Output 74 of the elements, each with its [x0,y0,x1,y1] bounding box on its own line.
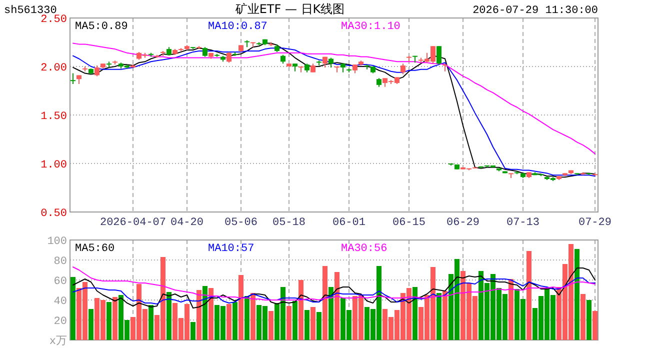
text: MA30:56 [341,243,388,255]
bar [436,293,442,340]
text: MA5:0.89 [75,21,128,33]
line-series [72,278,596,304]
x-tick-label: 07-29 [578,217,612,229]
x-tick-label: 04-20 [170,217,204,229]
bar [148,305,154,340]
y-tick-label: 2.00 [40,62,67,74]
bar [208,288,214,340]
bar [310,307,316,340]
candlestick [202,46,208,58]
series-label: MA30:1.10 [341,21,400,33]
bar [574,249,580,340]
line-series [72,266,596,300]
bar [196,290,202,340]
bar [202,286,208,340]
bar [292,301,298,340]
chart-title: 矿业ETF — 日K线图 [234,2,345,16]
bar [226,304,232,340]
bar [298,280,304,340]
bar [250,293,256,340]
candlestick [442,63,448,72]
bar [238,275,244,340]
bar [442,291,448,340]
y-tick-label: 1.00 [40,159,67,172]
bar [586,300,592,340]
bar [112,297,118,340]
y-tick-label: 0.50 [40,208,67,220]
bar [304,310,310,340]
x-tick-label: 07-13 [506,217,540,229]
bar [88,309,94,340]
bar [580,294,586,340]
bar [526,251,532,340]
bar [316,312,322,340]
bar [322,266,328,340]
line-series [72,42,596,154]
bar [166,292,172,340]
y-tick-label: x万 [49,334,67,348]
y-tick-label: 1.50 [40,110,67,123]
y-tick-label: 40 [54,296,67,308]
x-tick-label: 05-18 [272,217,306,229]
bar [412,287,418,340]
series-label: MA10:0.87 [208,21,268,33]
x-tick-label: 06-29 [446,217,480,229]
text: 2026-07-29 11:30:00 [472,5,598,17]
candlestick [94,65,100,77]
bar [70,277,76,340]
x-tick-label: 06-15 [392,217,426,229]
x-tick-label: 06-01 [332,217,366,229]
y-tick-label: 2.50 [40,14,67,26]
candlestick [328,57,334,68]
bar [328,287,334,340]
candlestick [400,63,406,75]
bar [190,322,196,340]
x-tick-label: 05-06 [224,217,258,229]
candlestick [70,72,76,84]
y-tick-label: 20 [54,316,67,328]
bar [268,311,274,340]
bar [106,302,112,340]
candlestick [226,51,232,64]
y-tick-label: 60 [54,276,67,288]
bar [244,296,250,340]
y-tick-label: 80 [54,256,67,268]
text: MA10:57 [208,243,254,255]
candlestick [436,46,442,66]
bar [286,306,292,340]
bar [508,279,514,340]
x-tick-label: 2026-04-07 [100,217,166,229]
bar [592,311,598,340]
bar [334,272,340,340]
y-tick-label: 100 [47,236,67,248]
text: MA5:60 [75,243,115,255]
bar [232,302,238,340]
line-series [72,268,596,308]
